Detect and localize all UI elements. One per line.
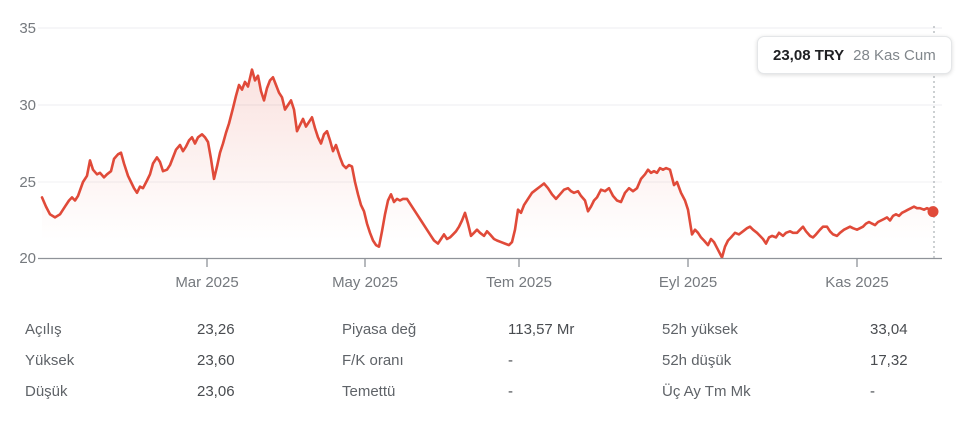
stat-value: - xyxy=(508,352,513,369)
x-tick-may: May 2025 xyxy=(332,274,398,291)
x-tick-eyl: Eyl 2025 xyxy=(659,274,717,291)
price-chart-svg[interactable]: 35 30 25 20 Mar 2025 May 2025 Tem 2025 E… xyxy=(0,0,960,300)
stat-value: - xyxy=(870,383,875,400)
stat-label: 52h yüksek xyxy=(662,321,738,338)
price-line xyxy=(40,68,935,259)
stat-row-52h-dusuk: 52h düşük 17,32 xyxy=(662,345,952,376)
stat-value: 23,60 xyxy=(197,352,235,369)
y-tick-25: 25 xyxy=(19,174,36,191)
stat-label: 52h düşük xyxy=(662,352,732,369)
stat-row-yuksek: Yüksek 23,60 xyxy=(25,345,325,376)
x-tick-tem: Tem 2025 xyxy=(486,274,552,291)
price-chart[interactable]: 35 30 25 20 Mar 2025 May 2025 Tem 2025 E… xyxy=(0,0,960,300)
stat-label: Açılış xyxy=(25,321,62,338)
stats-column-1: Açılış 23,26 Yüksek 23,60 Düşük 23,06 xyxy=(25,314,325,407)
stat-label: F/K oranı xyxy=(342,352,404,369)
stat-value: 113,57 Mr xyxy=(508,321,575,338)
stat-label: Piyasa değ xyxy=(342,321,417,338)
tooltip-price: 23,08 TRY xyxy=(773,46,845,64)
stat-label: Yüksek xyxy=(25,352,75,369)
stat-value: 23,26 xyxy=(197,321,235,338)
stat-row-uc-ay-tm-mk: Üç Ay Tm Mk - xyxy=(662,376,952,407)
stat-row-acilis: Açılış 23,26 xyxy=(25,314,325,345)
stat-label: Temettü xyxy=(342,383,396,400)
x-tick-kas: Kas 2025 xyxy=(825,274,888,291)
stat-value: 17,32 xyxy=(870,352,908,369)
stat-label: Üç Ay Tm Mk xyxy=(662,383,751,400)
stat-value: 33,04 xyxy=(870,321,908,338)
tooltip-date: 28 Kas Cum xyxy=(853,46,936,64)
stat-row-temettu: Temettü - xyxy=(342,376,642,407)
y-tick-20: 20 xyxy=(19,250,36,267)
price-tooltip: 23,08 TRY 28 Kas Cum xyxy=(757,36,952,74)
stat-row-52h-yuksek: 52h yüksek 33,04 xyxy=(662,314,952,345)
stat-value: - xyxy=(508,383,513,400)
y-tick-35: 35 xyxy=(19,20,36,37)
stat-row-fk-orani: F/K oranı - xyxy=(342,345,642,376)
stats-column-2: Piyasa değ 113,57 Mr F/K oranı - Temettü… xyxy=(342,314,642,407)
stat-row-piyasa-deg: Piyasa değ 113,57 Mr xyxy=(342,314,642,345)
stat-label: Düşük xyxy=(25,383,68,400)
stat-row-dusuk: Düşük 23,06 xyxy=(25,376,325,407)
stats-column-3: 52h yüksek 33,04 52h düşük 17,32 Üç Ay T… xyxy=(662,314,952,407)
x-axis-ticks xyxy=(206,259,858,267)
stat-value: 23,06 xyxy=(197,383,235,400)
y-tick-30: 30 xyxy=(19,97,36,114)
price-area-fill xyxy=(42,69,933,259)
x-tick-mar: Mar 2025 xyxy=(175,274,238,291)
latest-price-dot xyxy=(927,206,939,218)
